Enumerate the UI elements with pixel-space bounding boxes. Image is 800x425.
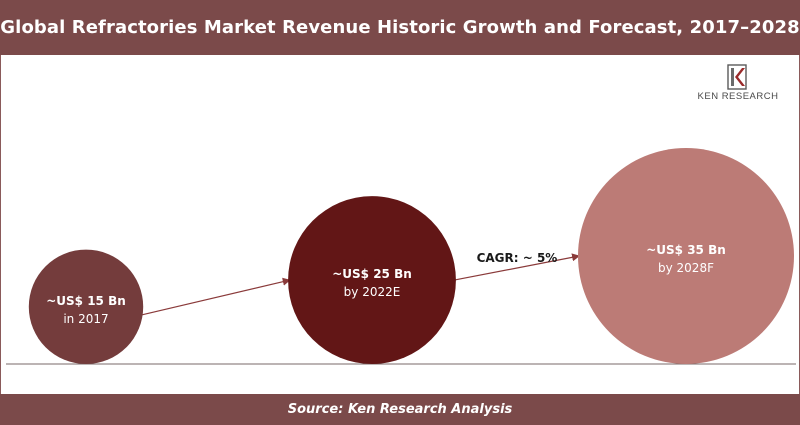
bubble-2022-year: by 2022E (344, 285, 401, 299)
bubble-2017-year: in 2017 (63, 312, 108, 326)
growth-arrow-1 (141, 277, 291, 316)
growth-arrow-2 (454, 253, 581, 281)
source-text: Source: Ken Research Analysis (287, 402, 513, 417)
logo-text: KEN RESEARCH (697, 91, 779, 102)
bubble-2017-value: ~US$ 15 Bn (46, 294, 126, 308)
source-banner: Source: Ken Research Analysis (0, 394, 800, 425)
bubble-2022 (288, 196, 456, 364)
ken-research-logo-icon (727, 64, 747, 90)
bubble-2028-value: ~US$ 35 Bn (646, 243, 726, 257)
bubble-2028-year: by 2028F (658, 261, 714, 275)
bubble-2017 (28, 249, 144, 364)
bubble-2028 (578, 148, 794, 364)
title-banner: Global Refractories Market Revenue Histo… (0, 0, 800, 55)
chart-title: Global Refractories Market Revenue Histo… (0, 17, 800, 38)
bubble-2022-value: ~US$ 25 Bn (332, 267, 412, 281)
bubble-chart: ~US$ 15 Bn in 2017 ~US$ 25 Bn by 2022E ~… (6, 148, 796, 365)
ken-research-logo: KEN RESEARCH (683, 64, 793, 104)
cagr-annotation: CAGR: ~ 5% (477, 251, 558, 265)
